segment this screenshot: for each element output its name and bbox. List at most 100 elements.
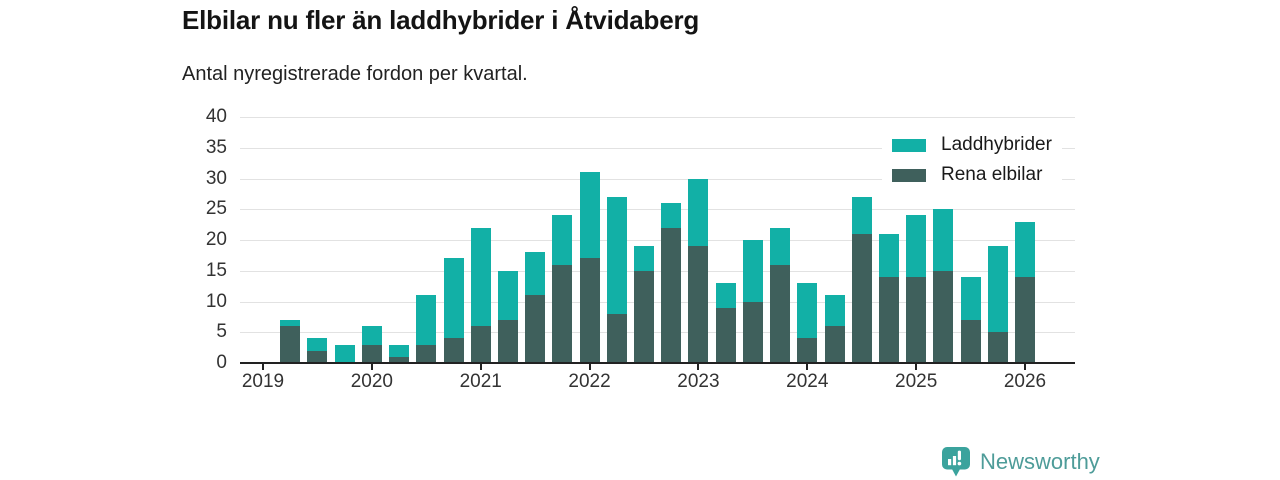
bar-segment-rena-elbilar xyxy=(878,276,899,363)
x-tick-label: 2021 xyxy=(459,371,502,392)
bar-segment-laddhybrider xyxy=(987,246,1008,333)
gridline xyxy=(240,240,1075,241)
bar-segment-rena-elbilar xyxy=(470,326,491,363)
bar-segment-laddhybrider xyxy=(389,344,410,357)
y-tick-label: 40 xyxy=(205,106,227,127)
bar-segment-rena-elbilar xyxy=(606,313,627,363)
legend-swatch-rena-elbilar xyxy=(892,168,926,182)
bar-segment-laddhybrider xyxy=(361,326,382,345)
bar-segment-laddhybrider xyxy=(525,252,546,296)
x-tick-mark xyxy=(915,364,918,370)
x-tick-label: 2023 xyxy=(677,371,720,392)
x-tick-mark xyxy=(1024,364,1026,370)
bar-segment-rena-elbilar xyxy=(715,307,736,363)
x-tick-label: 2022 xyxy=(568,371,611,392)
bar-segment-laddhybrider xyxy=(634,246,654,271)
bar-segment-laddhybrider xyxy=(443,258,464,339)
bar-segment-rena-elbilar xyxy=(960,319,981,363)
bar-segment-laddhybrider xyxy=(280,319,301,327)
chart-title: Elbilar nu fler än laddhybrider i Åtvida… xyxy=(182,5,700,35)
bar-segment-laddhybrider xyxy=(851,196,872,234)
bar-segment-laddhybrider xyxy=(579,172,600,259)
bar-segment-rena-elbilar xyxy=(987,332,1008,363)
bar-segment-rena-elbilar xyxy=(443,338,464,363)
bar-chart-pin-icon xyxy=(942,447,970,477)
bar-segment-laddhybrider xyxy=(661,203,682,228)
bar-segment-laddhybrider xyxy=(552,215,573,265)
bar-segment-laddhybrider xyxy=(878,233,899,277)
brand-name: Newsworthy xyxy=(980,449,1100,474)
bar-segment-rena-elbilar xyxy=(906,276,927,363)
y-tick-label: 20 xyxy=(205,229,227,250)
bar-segment-rena-elbilar xyxy=(497,319,518,363)
x-tick-label: 2020 xyxy=(350,371,393,392)
bar-segment-laddhybrider xyxy=(416,295,437,345)
y-tick-label: 10 xyxy=(205,290,227,312)
bar-segment-rena-elbilar xyxy=(280,326,301,363)
legend-swatch-laddhybrider xyxy=(892,138,926,152)
bar-segment-rena-elbilar xyxy=(307,350,328,363)
bar-segment-rena-elbilar xyxy=(525,295,546,363)
bar-segment-laddhybrider xyxy=(960,276,981,320)
y-tick-label: 5 xyxy=(216,321,227,343)
bar-segment-laddhybrider xyxy=(824,295,845,327)
x-tick-mark xyxy=(370,364,373,370)
legend-label-rena-elbilar: Rena elbilar xyxy=(941,164,1043,185)
gridline xyxy=(240,270,1075,272)
y-tick-label: 25 xyxy=(205,198,227,220)
gridline xyxy=(240,301,1075,303)
legend-item-laddhybrider: Laddhybrider xyxy=(892,134,1052,156)
bar-segment-laddhybrider xyxy=(797,283,818,339)
bar-segment-rena-elbilar xyxy=(1015,276,1035,363)
bar-segment-rena-elbilar xyxy=(797,338,818,363)
x-tick-label: 2019 xyxy=(241,371,285,392)
bar-segment-laddhybrider xyxy=(688,178,709,247)
y-tick-label: 30 xyxy=(205,167,227,189)
legend: Laddhybrider Rena elbilar xyxy=(882,130,1062,192)
bar-segment-rena-elbilar xyxy=(824,326,845,363)
bar-segment-laddhybrider xyxy=(715,283,736,308)
bar-segment-laddhybrider xyxy=(933,209,954,271)
bar-segment-laddhybrider xyxy=(470,227,491,327)
legend-item-rena-elbilar: Rena elbilar xyxy=(892,164,1052,186)
bar-segment-rena-elbilar xyxy=(634,270,654,363)
bar-segment-laddhybrider xyxy=(770,227,791,265)
bar-segment-rena-elbilar xyxy=(742,301,763,363)
bar-segment-rena-elbilar xyxy=(416,344,437,363)
x-tick-mark xyxy=(479,364,482,370)
bar-segment-laddhybrider xyxy=(606,196,627,314)
bar-segment-rena-elbilar xyxy=(770,264,791,363)
gridline xyxy=(240,209,1075,211)
bar-segment-laddhybrider xyxy=(307,338,328,351)
bar-segment-laddhybrider xyxy=(1015,221,1035,277)
legend-label-laddhybrider: Laddhybrider xyxy=(941,134,1052,155)
x-tick-label: 2025 xyxy=(895,371,938,392)
newsworthy-logo[interactable]: Newsworthy xyxy=(941,446,1100,478)
gridline xyxy=(240,332,1075,334)
bar-segment-rena-elbilar xyxy=(661,227,682,363)
bar-segment-rena-elbilar xyxy=(933,270,954,363)
bar-segment-rena-elbilar xyxy=(552,264,573,363)
y-tick-label: 35 xyxy=(205,136,227,158)
x-tick-mark xyxy=(588,364,591,370)
x-tick-mark xyxy=(806,364,809,370)
gridline xyxy=(240,178,1075,180)
bar-segment-laddhybrider xyxy=(334,344,355,363)
bar-segment-laddhybrider xyxy=(497,270,518,320)
x-tick-mark xyxy=(262,364,264,370)
gridline xyxy=(240,147,1075,149)
chart-subtitle: Antal nyregistrerade fordon per kvartal. xyxy=(182,63,528,85)
x-axis-line xyxy=(240,362,1075,364)
gridline xyxy=(240,117,1075,118)
y-tick-label: 0 xyxy=(216,352,227,373)
bar-segment-laddhybrider xyxy=(906,215,927,277)
y-tick-label: 15 xyxy=(205,259,227,281)
bar-segment-rena-elbilar xyxy=(389,356,410,363)
bar-segment-laddhybrider xyxy=(742,240,763,302)
bar-segment-rena-elbilar xyxy=(579,258,600,363)
x-tick-label: 2026 xyxy=(1003,371,1047,392)
x-tick-mark xyxy=(697,364,700,370)
x-tick-label: 2024 xyxy=(786,371,829,392)
